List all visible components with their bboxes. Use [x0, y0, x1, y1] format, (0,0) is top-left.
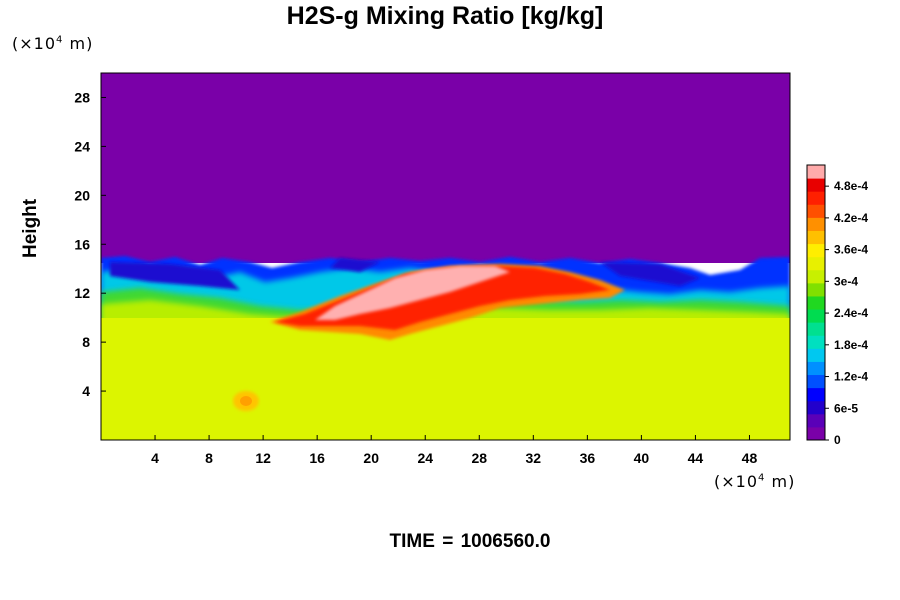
plot-frame	[100, 72, 791, 441]
x-tick-label: 40	[634, 450, 650, 466]
colorbar-tick-label: 4.2e-4	[834, 211, 868, 225]
colorbar-swatch	[807, 400, 825, 415]
x-tick-label: 20	[363, 450, 379, 466]
y-axis-unit: (×104 m)	[12, 34, 93, 53]
colorbar-swatch	[807, 217, 825, 231]
y-tick-label: 16	[74, 236, 90, 252]
field-lower-fill	[101, 318, 790, 440]
x-tick-label: 8	[205, 450, 213, 466]
colorbar-swatch	[807, 256, 825, 271]
x-unit-base: (×10	[714, 472, 759, 491]
x-axis: 4 8 12 16 20 24 28 32 36 40 44 48	[151, 435, 757, 466]
field-upper-layer	[101, 73, 790, 263]
y-tick-label: 24	[74, 138, 90, 154]
x-tick-label: 12	[255, 450, 271, 466]
x-unit-suffix: m)	[765, 472, 796, 491]
colorbar-swatch	[807, 374, 825, 389]
x-axis-unit: (×104 m)	[714, 472, 795, 491]
y-tick-label: 4	[82, 383, 90, 399]
time-label: TIME	[389, 531, 435, 552]
colorbar-swatch	[807, 191, 825, 205]
colorbar-swatch	[807, 178, 825, 192]
colorbar-swatch	[807, 204, 825, 218]
x-tick-label: 24	[417, 450, 433, 466]
colorbar-swatch	[807, 348, 825, 362]
y-tick-label: 12	[74, 285, 90, 301]
colorbar-swatch	[807, 387, 825, 402]
x-tick-label: 16	[309, 450, 325, 466]
colorbar-swatch	[807, 361, 825, 376]
colorbar-swatch	[807, 335, 825, 349]
y-tick-label: 28	[74, 89, 90, 105]
colorbar-tick-label: 6e-5	[834, 401, 858, 415]
field-local-maximum-core	[240, 396, 252, 406]
colorbar-swatch	[807, 295, 825, 310]
colorbar-swatch	[807, 426, 825, 441]
colorbar: 0 6e-5 1.2e-4 1.8e-4 2.4e-4 3e-4 3.6e-4 4.2e-4 4…	[806, 164, 868, 447]
time-readout: TIME = 1006560.0	[0, 531, 900, 553]
x-tick-label: 32	[526, 450, 542, 466]
x-tick-label: 4	[151, 450, 159, 466]
x-tick-label: 36	[580, 450, 596, 466]
colorbar-swatch	[807, 309, 825, 323]
y-tick-label: 20	[74, 187, 90, 203]
colorbar-tick-label: 4.8e-4	[834, 179, 868, 193]
colorbar-frame	[806, 164, 826, 441]
x-tick-label: 48	[742, 450, 758, 466]
x-unit-exponent: 4	[758, 472, 766, 484]
x-tick-label: 28	[471, 450, 487, 466]
colorbar-tick-label: 1.2e-4	[834, 370, 868, 384]
colorbar-swatch	[807, 413, 825, 428]
colorbar-swatch	[807, 230, 825, 245]
colorbar-tick-label: 0	[834, 433, 841, 447]
y-unit-suffix: m)	[63, 34, 94, 53]
colorbar-swatch	[807, 322, 825, 336]
y-axis: 4 8 12 16 20 24 28	[74, 89, 106, 399]
field-high-plume	[315, 266, 510, 320]
colorbar-swatch	[807, 269, 825, 284]
y-unit-base: (×10	[12, 34, 57, 53]
plot-area	[101, 73, 790, 440]
y-tick-label: 8	[82, 334, 90, 350]
colorbar-swatch	[807, 282, 825, 297]
colorbar-tick-label: 2.4e-4	[834, 306, 868, 320]
chart-title: H2S-g Mixing Ratio [kg/kg]	[286, 2, 604, 30]
colorbar-swatch	[807, 243, 825, 258]
colorbar-swatch	[807, 165, 825, 179]
y-unit-exponent: 4	[56, 34, 64, 46]
x-tick-label: 44	[688, 450, 704, 466]
colorbar-tick-label: 1.8e-4	[834, 338, 868, 352]
colorbar-tick-label: 3e-4	[834, 274, 858, 288]
time-value: 1006560.0	[460, 531, 551, 552]
colorbar-tick-label: 3.6e-4	[834, 243, 868, 257]
time-equals: =	[442, 531, 454, 552]
